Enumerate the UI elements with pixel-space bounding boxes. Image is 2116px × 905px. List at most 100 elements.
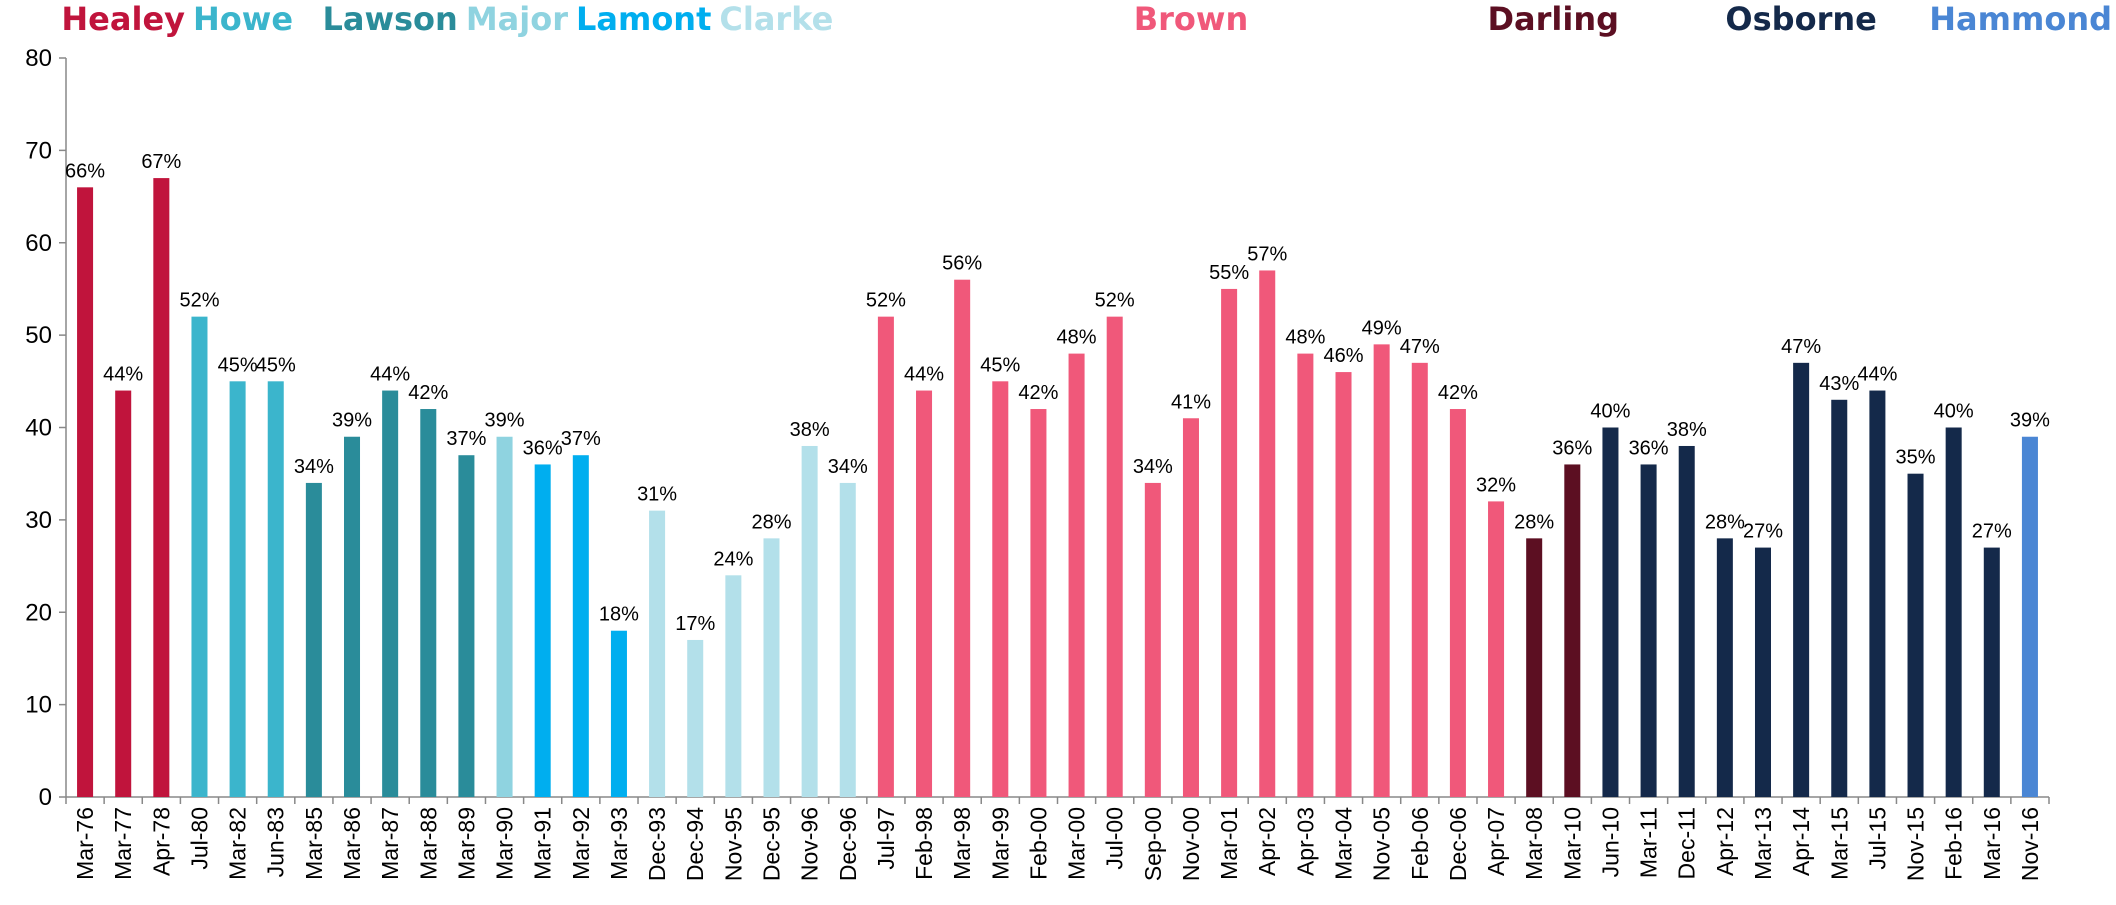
legend-label: Hammond bbox=[1929, 0, 2112, 38]
bar bbox=[1297, 353, 1314, 797]
value-label: 28% bbox=[751, 511, 791, 533]
x-tick-label: Mar-88 bbox=[415, 807, 441, 880]
value-label: 37% bbox=[561, 428, 601, 450]
x-tick-label: Apr-07 bbox=[1483, 807, 1509, 876]
value-label: 66% bbox=[65, 160, 105, 182]
x-tick-label: Feb-98 bbox=[911, 807, 937, 880]
value-label: 36% bbox=[523, 437, 563, 459]
x-tick-label: Mar-98 bbox=[949, 807, 975, 880]
value-label: 46% bbox=[1323, 345, 1363, 367]
x-tick-label: Mar-89 bbox=[453, 807, 479, 880]
bar bbox=[1030, 409, 1047, 797]
value-label: 38% bbox=[790, 419, 830, 441]
y-tick-label: 50 bbox=[25, 322, 52, 349]
x-tick-label: Feb-00 bbox=[1025, 807, 1051, 880]
value-label: 56% bbox=[942, 253, 982, 275]
value-label: 40% bbox=[1934, 401, 1974, 423]
legend-label: Brown bbox=[1134, 0, 1249, 38]
value-label: 17% bbox=[675, 613, 715, 635]
value-label: 41% bbox=[1171, 391, 1211, 413]
x-tick-label: Apr-14 bbox=[1788, 807, 1814, 876]
x-tick-label: Nov-05 bbox=[1369, 807, 1395, 881]
value-label: 49% bbox=[1362, 317, 1402, 339]
value-label: 28% bbox=[1514, 511, 1554, 533]
x-tick-label: Mar-77 bbox=[110, 807, 136, 880]
y-tick-label: 60 bbox=[25, 230, 52, 257]
x-tick-label: Jul-97 bbox=[873, 807, 899, 870]
x-tick-label: Dec-96 bbox=[835, 807, 861, 881]
legend-label: Clarke bbox=[719, 0, 833, 38]
legend-label: Lamont bbox=[576, 0, 711, 38]
bar bbox=[1869, 390, 1886, 797]
bar bbox=[1182, 418, 1199, 797]
bar bbox=[1907, 473, 1924, 797]
y-tick-label: 70 bbox=[25, 137, 52, 164]
legend-label: Lawson bbox=[322, 0, 457, 38]
value-label: 45% bbox=[256, 354, 296, 376]
x-tick-label: Apr-03 bbox=[1292, 807, 1318, 876]
bar bbox=[1754, 547, 1771, 797]
x-tick-label: Nov-15 bbox=[1903, 807, 1929, 881]
value-label: 36% bbox=[1629, 437, 1669, 459]
y-tick-label: 0 bbox=[39, 784, 52, 811]
value-label: 27% bbox=[1972, 521, 2012, 543]
bar bbox=[1678, 445, 1695, 797]
bar bbox=[305, 482, 322, 797]
bar bbox=[1793, 362, 1810, 797]
bar bbox=[344, 436, 361, 797]
bar bbox=[1221, 288, 1238, 797]
bar bbox=[229, 381, 246, 797]
bar bbox=[1144, 482, 1161, 797]
bar bbox=[725, 575, 742, 797]
x-tick-label: Mar-85 bbox=[301, 807, 327, 880]
x-tick-label: Mar-16 bbox=[1979, 807, 2005, 880]
value-label: 39% bbox=[485, 410, 525, 432]
value-label: 44% bbox=[103, 364, 143, 386]
x-tick-label: Mar-00 bbox=[1064, 807, 1090, 880]
x-tick-label: Feb-16 bbox=[1941, 807, 1967, 880]
bar bbox=[534, 464, 551, 797]
x-tick-label: Mar-93 bbox=[606, 807, 632, 880]
bar bbox=[687, 639, 704, 797]
value-label: 42% bbox=[1438, 382, 1478, 404]
x-tick-label: Mar-82 bbox=[225, 807, 251, 880]
x-tick-label: Dec-06 bbox=[1445, 807, 1471, 881]
value-label: 52% bbox=[866, 290, 906, 312]
x-tick-label: Nov-00 bbox=[1178, 807, 1204, 881]
y-tick-label: 40 bbox=[25, 415, 52, 442]
value-label: 45% bbox=[980, 354, 1020, 376]
value-label: 55% bbox=[1209, 262, 1249, 284]
bar bbox=[954, 279, 971, 797]
bar bbox=[877, 316, 894, 797]
value-label: 44% bbox=[904, 364, 944, 386]
value-label: 47% bbox=[1781, 336, 1821, 358]
value-label: 28% bbox=[1705, 511, 1745, 533]
bar bbox=[1449, 409, 1466, 797]
legend-label: Osborne bbox=[1725, 0, 1876, 38]
x-tick-label: Mar-08 bbox=[1521, 807, 1547, 880]
value-label: 31% bbox=[637, 484, 677, 506]
x-tick-label: Dec-93 bbox=[644, 807, 670, 881]
bar bbox=[267, 381, 284, 797]
x-tick-label: Mar-10 bbox=[1559, 807, 1585, 880]
bar bbox=[115, 390, 132, 797]
value-label: 24% bbox=[713, 548, 753, 570]
bar bbox=[610, 630, 627, 797]
bar bbox=[839, 482, 856, 797]
x-tick-label: Nov-16 bbox=[2017, 807, 2043, 881]
bar bbox=[1945, 427, 1962, 797]
x-tick-label: Mar-92 bbox=[568, 807, 594, 880]
bar bbox=[801, 445, 818, 797]
value-label: 34% bbox=[828, 456, 868, 478]
x-tick-label: Sep-00 bbox=[1140, 807, 1166, 881]
bar bbox=[191, 316, 208, 797]
x-tick-label: Mar-01 bbox=[1216, 807, 1242, 880]
value-label: 36% bbox=[1552, 437, 1592, 459]
x-tick-label: Feb-06 bbox=[1407, 807, 1433, 880]
value-label: 57% bbox=[1247, 243, 1287, 265]
y-tick-label: 10 bbox=[25, 692, 52, 719]
x-tick-label: Jun-83 bbox=[263, 807, 289, 877]
x-tick-label: Dec-94 bbox=[682, 807, 708, 881]
